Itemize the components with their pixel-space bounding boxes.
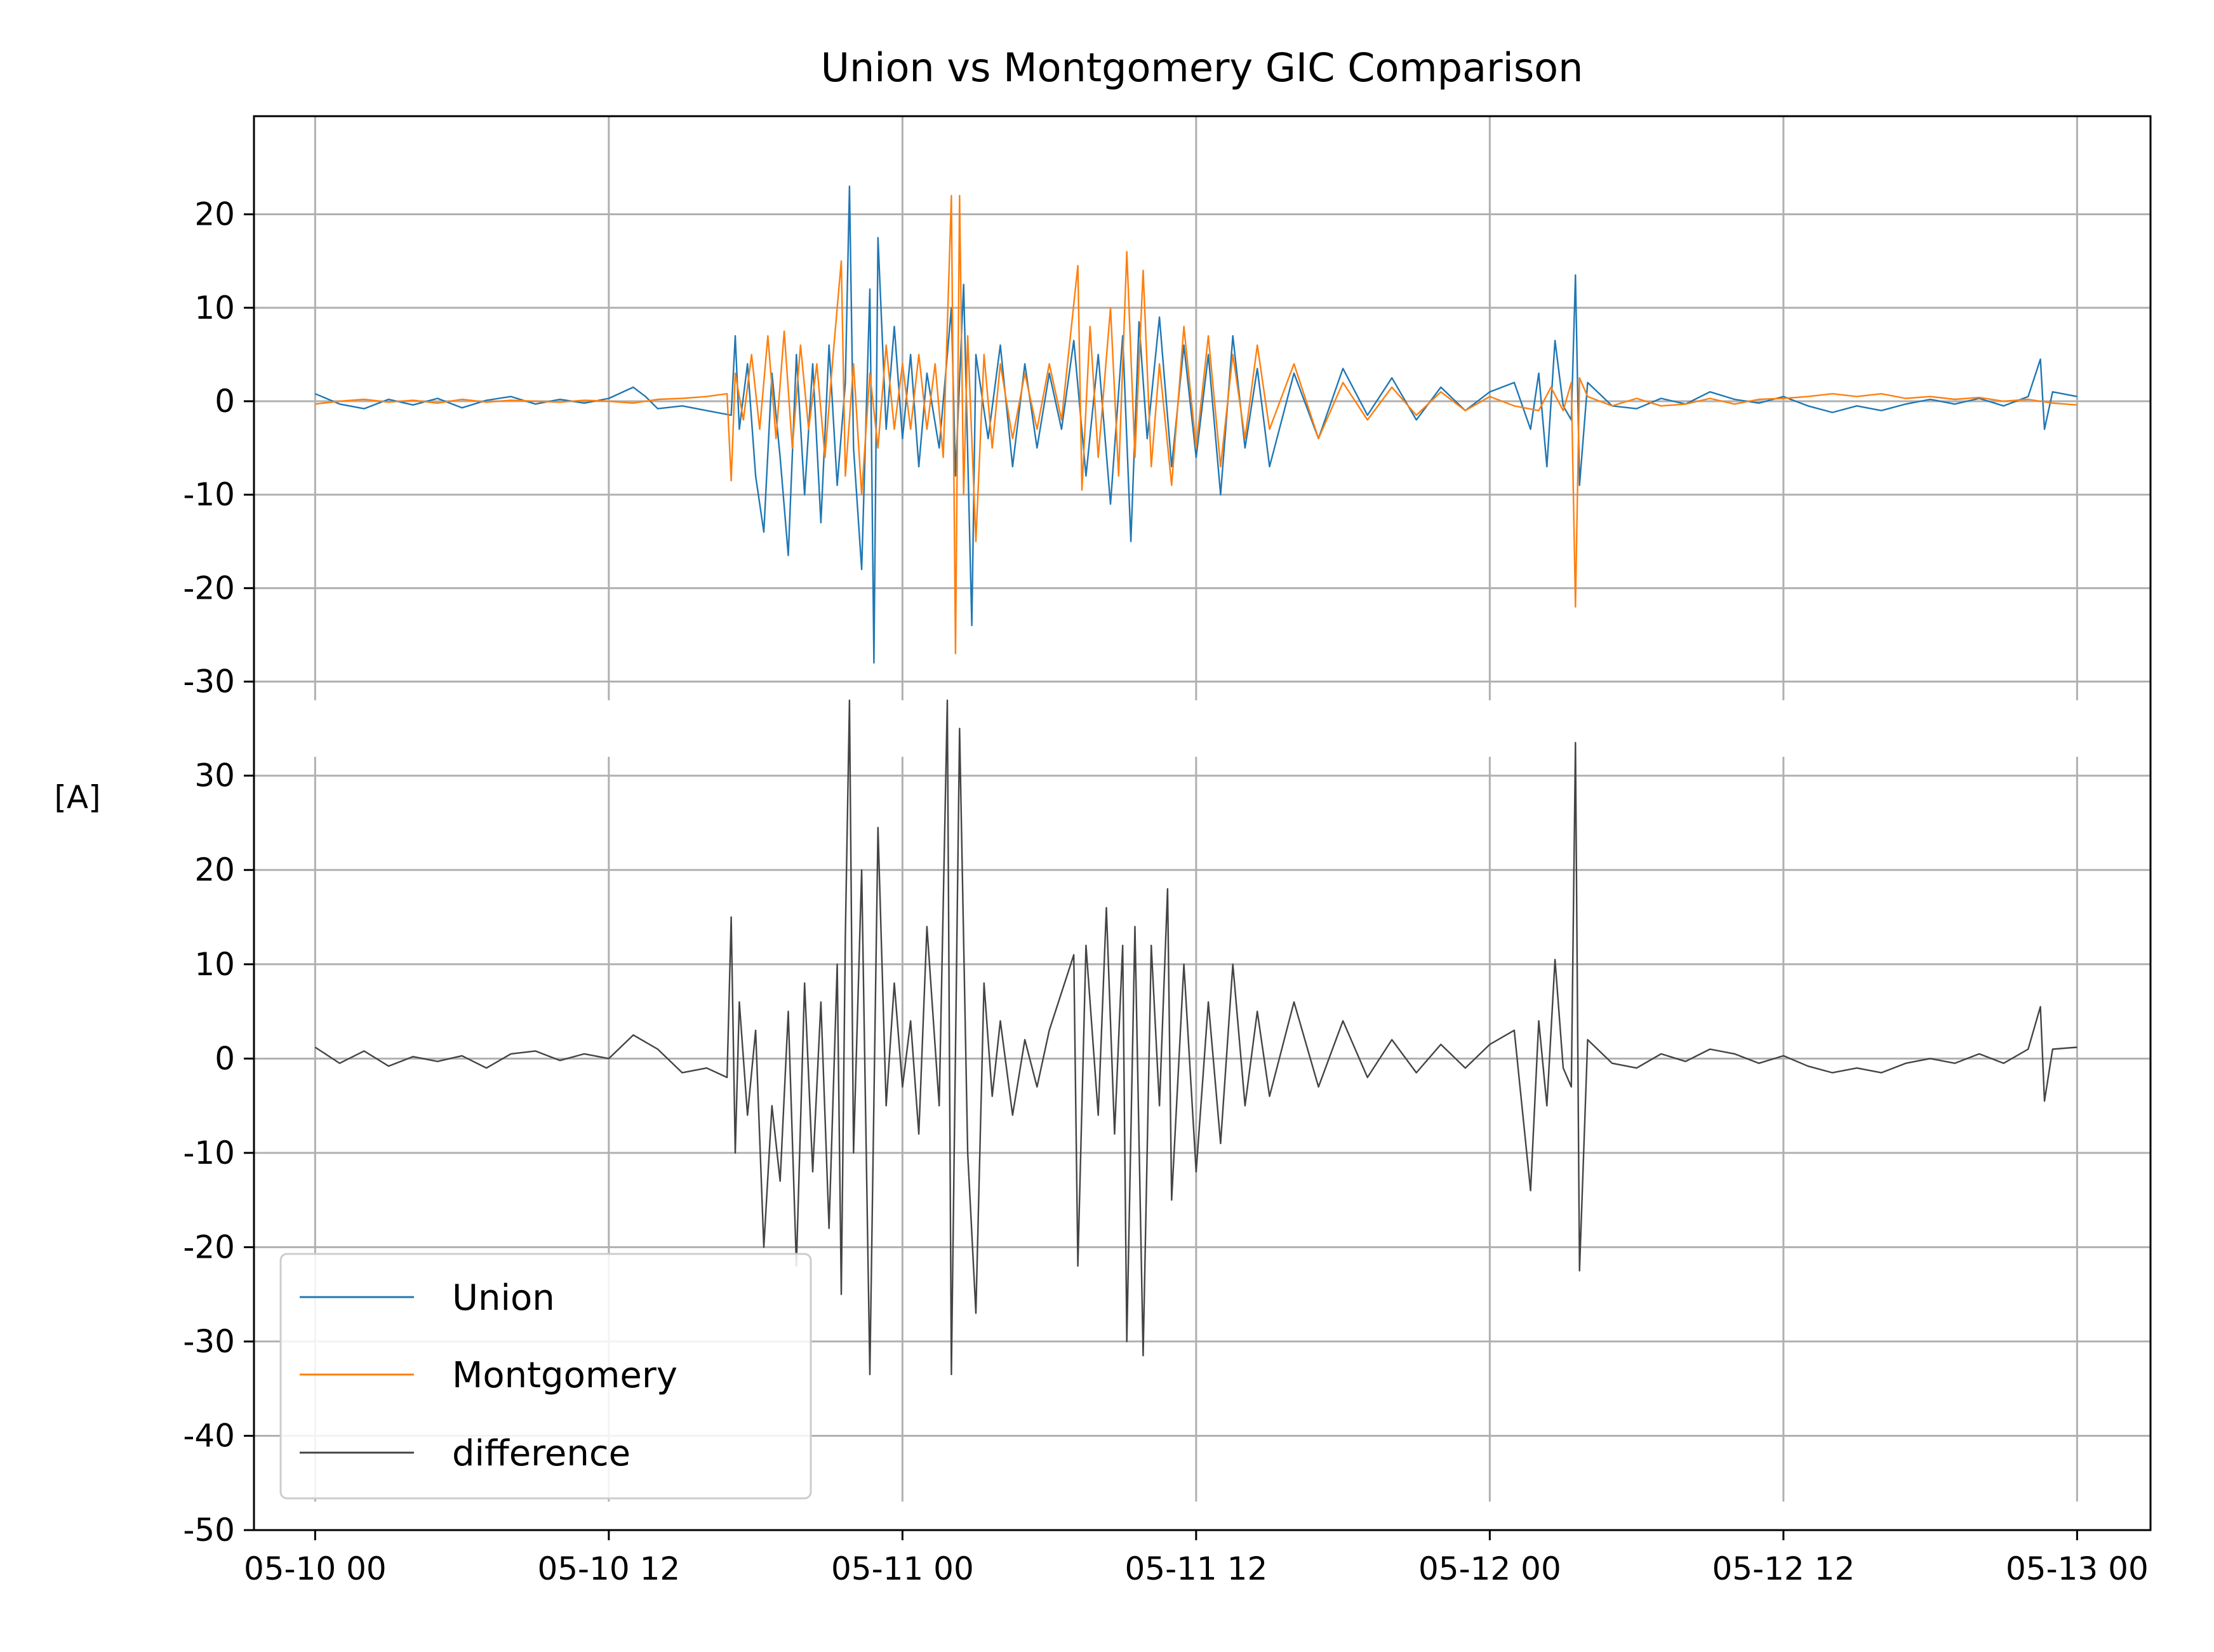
x-tick-label-3: 05-11 12 bbox=[1124, 1550, 1267, 1587]
plot-series bbox=[314, 185, 2077, 1376]
y-tick-label-lower-8: 30 bbox=[194, 757, 235, 794]
y-tick-label-upper-0: -30 bbox=[183, 663, 235, 700]
legend-label-union: Union bbox=[452, 1277, 555, 1319]
y-tick-label-upper-3: 0 bbox=[215, 383, 235, 420]
x-tick-label-1: 05-10 12 bbox=[537, 1550, 680, 1587]
series-line-difference bbox=[314, 699, 2077, 1376]
y-tick-label-lower-1: -40 bbox=[183, 1417, 235, 1454]
axis-ticks: 05-10 00 05-10 12 05-11 00 05-11 12 05-12 00… bbox=[183, 196, 2148, 1587]
axes-frame bbox=[253, 115, 2152, 1531]
legend-label-montgomery: Montgomery bbox=[452, 1355, 677, 1396]
legend-box bbox=[279, 1253, 812, 1500]
chart-title: Union vs Montgomery GIC Comparison bbox=[821, 44, 1584, 91]
y-tick-label-lower-0: -50 bbox=[183, 1512, 235, 1549]
x-tick-label-2: 05-11 00 bbox=[831, 1550, 974, 1587]
x-tick-label-6: 05-13 00 bbox=[2006, 1550, 2149, 1587]
grid-lines bbox=[254, 116, 2151, 1531]
legend-label-difference: difference bbox=[452, 1433, 630, 1474]
y-tick-label-lower-5: 0 bbox=[215, 1040, 235, 1077]
y-tick-label-lower-6: 10 bbox=[194, 946, 235, 983]
y-tick-label-lower-3: -20 bbox=[183, 1229, 235, 1265]
y-axis-label: [A] bbox=[54, 779, 100, 816]
y-tick-label-lower-2: -30 bbox=[183, 1323, 235, 1360]
y-tick-label-upper-4: 10 bbox=[194, 290, 235, 326]
y-tick-label-lower-7: 20 bbox=[194, 851, 235, 888]
y-tick-label-upper-2: -10 bbox=[183, 476, 235, 513]
legend: Union Montgomery difference bbox=[279, 1253, 812, 1500]
y-tick-label-upper-5: 20 bbox=[194, 196, 235, 233]
x-tick-label-4: 05-12 00 bbox=[1418, 1550, 1561, 1587]
x-tick-label-0: 05-10 00 bbox=[244, 1550, 387, 1587]
y-tick-label-lower-4: -10 bbox=[183, 1135, 235, 1171]
series-line-montgomery bbox=[315, 194, 2077, 655]
x-tick-label-5: 05-12 12 bbox=[1712, 1550, 1855, 1587]
y-tick-label-upper-1: -20 bbox=[183, 570, 235, 606]
